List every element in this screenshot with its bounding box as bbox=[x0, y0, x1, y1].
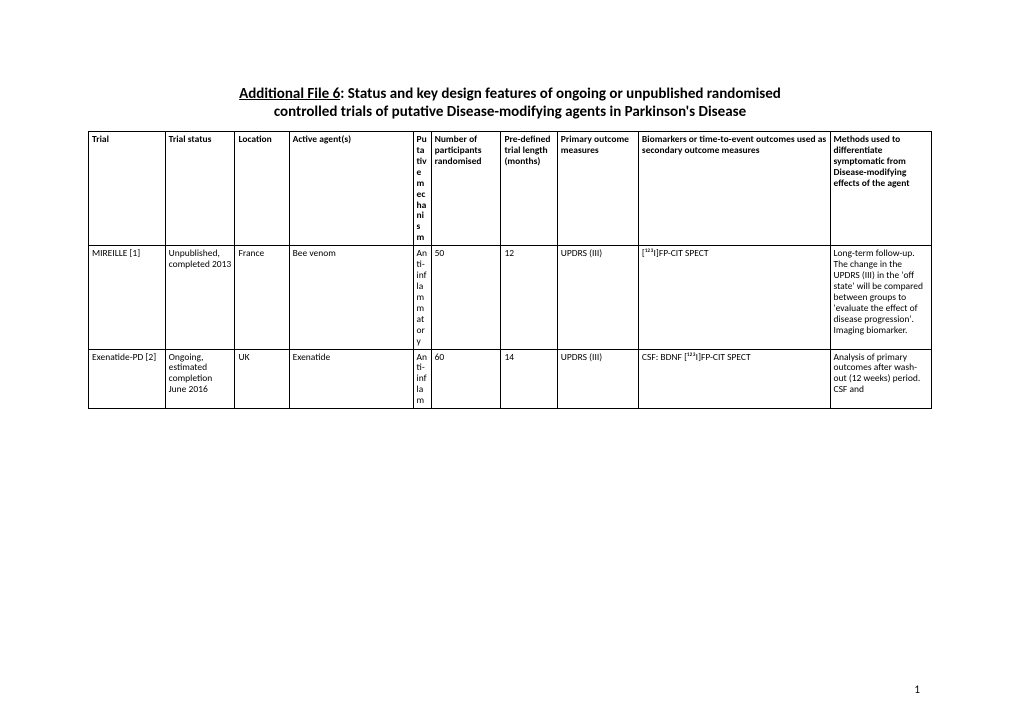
cell-length: 14 bbox=[501, 349, 557, 409]
cell-participants: 60 bbox=[431, 349, 501, 409]
cell-status: Ongoing, estimated completion June 2016 bbox=[165, 349, 235, 409]
cell-participants: 50 bbox=[431, 246, 501, 349]
col-agent: Active agent(s) bbox=[289, 132, 413, 246]
col-mechanism: Putative mechanism bbox=[413, 132, 431, 246]
table-header-row: Trial Trial status Location Active agent… bbox=[89, 132, 932, 246]
cell-primary: UPDRS (III) bbox=[557, 246, 638, 349]
cell-location: UK bbox=[235, 349, 289, 409]
cell-biomarkers: CSF: BDNF [¹²³I]FP-CIT SPECT bbox=[638, 349, 830, 409]
cell-mechanism: Anti-inflammatory bbox=[413, 246, 431, 349]
title-block: Additional File 6: Status and key design… bbox=[88, 84, 932, 121]
title-line-2: controlled trials of putative Disease-mo… bbox=[88, 103, 932, 121]
cell-length: 12 bbox=[501, 246, 557, 349]
trials-table: Trial Trial status Location Active agent… bbox=[88, 131, 932, 409]
title-lead: Additional File 6 bbox=[239, 85, 340, 103]
col-location: Location bbox=[235, 132, 289, 246]
document-page: Additional File 6: Status and key design… bbox=[0, 0, 1020, 409]
cell-mechanism: Anti-inflam bbox=[413, 349, 431, 409]
cell-biomarkers: [¹²³I]FP-CIT SPECT bbox=[638, 246, 830, 349]
page-number: 1 bbox=[914, 683, 920, 696]
title-rest1: : Status and key design features of ongo… bbox=[340, 85, 781, 103]
title-line-1: Additional File 6: Status and key design… bbox=[88, 84, 932, 103]
cell-agent: Exenatide bbox=[289, 349, 413, 409]
col-trial: Trial bbox=[89, 132, 166, 246]
cell-methods: Analysis of primary outcomes after wash-… bbox=[830, 349, 932, 409]
cell-methods: Long-term follow-up. The change in the U… bbox=[830, 246, 932, 349]
table-row: Exenatide-PD [2] Ongoing, estimated comp… bbox=[89, 349, 932, 409]
cell-status: Unpublished, completed 2013 bbox=[165, 246, 235, 349]
col-biomarkers: Biomarkers or time-to-event outcomes use… bbox=[638, 132, 830, 246]
col-methods: Methods used to differentiate symptomati… bbox=[830, 132, 932, 246]
cell-trial: MIREILLE [1] bbox=[89, 246, 166, 349]
col-length: Pre-defined trial length (months) bbox=[501, 132, 557, 246]
cell-trial: Exenatide-PD [2] bbox=[89, 349, 166, 409]
col-status: Trial status bbox=[165, 132, 235, 246]
table-row: MIREILLE [1] Unpublished, completed 2013… bbox=[89, 246, 932, 349]
col-primary: Primary outcome measures bbox=[557, 132, 638, 246]
cell-location: France bbox=[235, 246, 289, 349]
col-participants: Number of participants randomised bbox=[431, 132, 501, 246]
cell-agent: Bee venom bbox=[289, 246, 413, 349]
cell-primary: UPDRS (III) bbox=[557, 349, 638, 409]
